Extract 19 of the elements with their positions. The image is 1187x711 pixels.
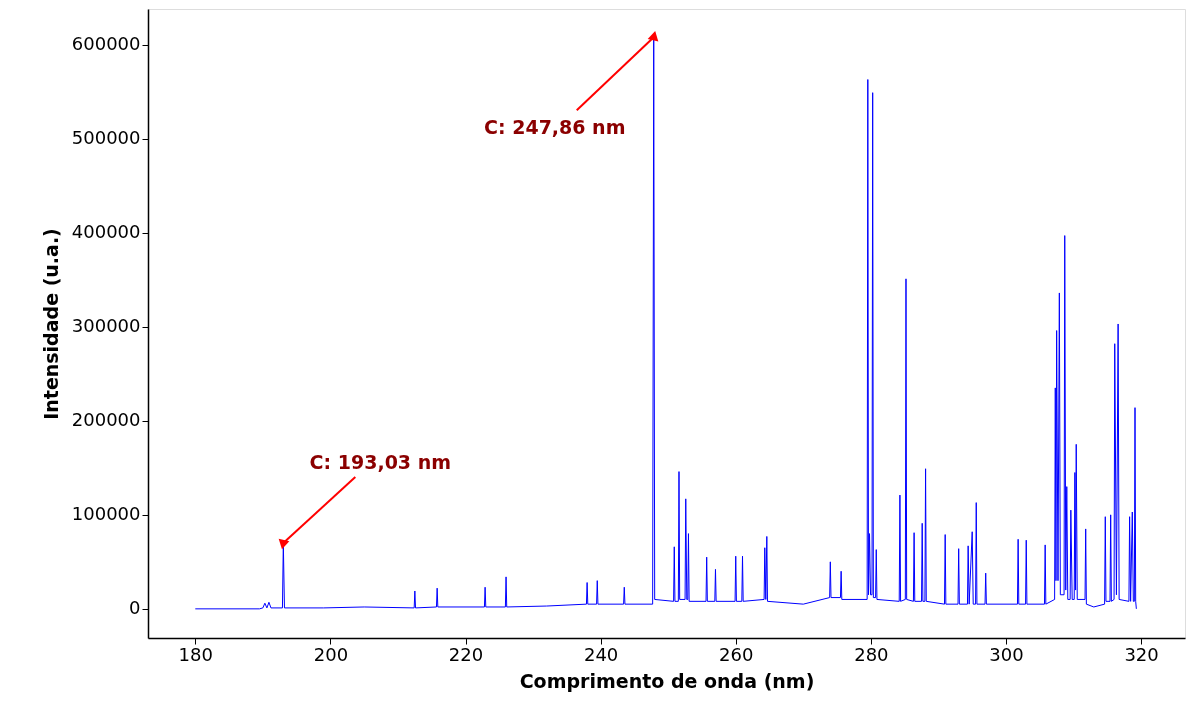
annotation: C: 193,03 nm xyxy=(309,451,452,474)
y-tick-label: 500000 xyxy=(71,127,141,149)
y-tick-label: 0 xyxy=(129,597,141,619)
y-tick-label: 100000 xyxy=(71,503,141,525)
y-tick-label: 400000 xyxy=(71,221,141,243)
x-tick-label: 280 xyxy=(854,643,889,665)
y-tick-label: 600000 xyxy=(71,33,141,55)
x-tick-label: 320 xyxy=(1124,643,1159,665)
x-tick-label: 240 xyxy=(583,643,619,665)
x-axis-title: Comprimento de onda (nm) xyxy=(519,669,815,692)
y-tick-label: 300000 xyxy=(71,315,141,337)
x-tick-label: 260 xyxy=(719,643,754,665)
x-tick-label: 220 xyxy=(448,643,484,665)
x-tick-label: 300 xyxy=(989,643,1024,665)
annotation: C: 247,86 nm xyxy=(484,116,626,139)
x-tick-label: 200 xyxy=(313,643,349,665)
y-tick-label: 200000 xyxy=(71,409,141,431)
x-tick-label: 180 xyxy=(178,643,213,665)
y-axis-title: Intensidade (u.a.) xyxy=(39,228,62,420)
